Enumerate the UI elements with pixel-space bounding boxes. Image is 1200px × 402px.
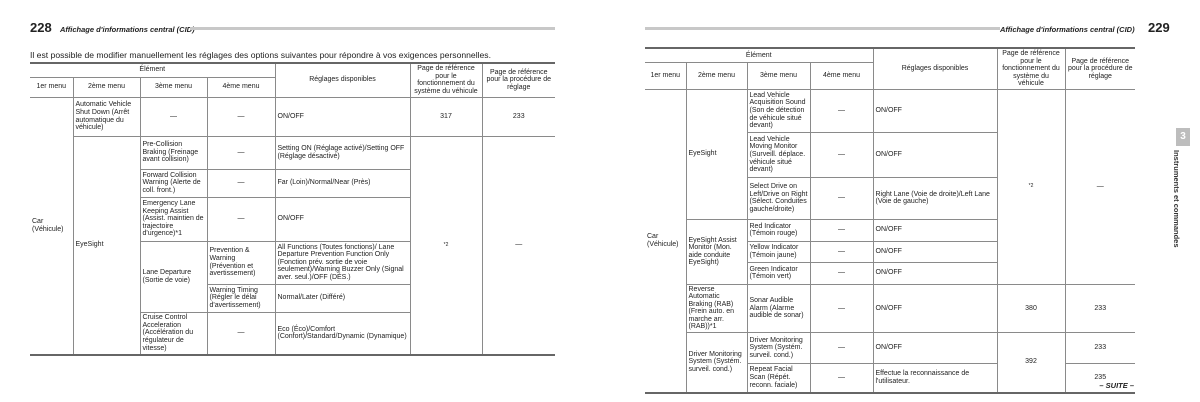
settings-cell: Effectue la reconnaissance de l'utilisat… bbox=[872, 363, 998, 394]
menu4-cell: Warning Timing (Régler le délai d'averti… bbox=[206, 283, 276, 313]
settings-cell: ON/OFF bbox=[872, 131, 998, 178]
header-settings: Réglages disponibles bbox=[872, 47, 998, 90]
header-rule bbox=[645, 27, 1000, 30]
header-menu4: 4ème menu bbox=[206, 76, 276, 98]
menu4-cell: Prevention & Warning (Prévention et aver… bbox=[206, 240, 276, 285]
settings-cell: Setting ON (Réglage activé)/Setting OFF … bbox=[274, 135, 411, 170]
menu3-cell: Forward Collision Warning (Alerte de col… bbox=[139, 168, 208, 198]
settings-cell: ON/OFF bbox=[274, 196, 411, 242]
menu4-cell: — bbox=[809, 218, 874, 242]
menu3-cell: Lane Departure (Sortie de voie) bbox=[139, 240, 208, 313]
menu2-cell: Automatic Vehicle Shut Down (Arrêt autom… bbox=[72, 96, 141, 137]
settings-cell: ON/OFF bbox=[872, 332, 998, 365]
menu3-cell: Lead Vehicle Moving Monitor (Surveill. d… bbox=[746, 131, 811, 178]
header-menu1: 1er menu bbox=[645, 62, 687, 90]
header-element: Élément bbox=[645, 47, 874, 64]
ref-system-cell: 380 bbox=[996, 283, 1066, 334]
ref-system-cell: 392 bbox=[996, 332, 1066, 394]
header-menu3: 3ème menu bbox=[746, 62, 811, 90]
menu3-cell: Driver Monitoring System (Systém. survei… bbox=[746, 332, 811, 365]
settings-table-right: Élément Réglages disponibles Page de réf… bbox=[645, 47, 1135, 394]
running-title: Affichage d'informations central (CID) bbox=[1000, 25, 1135, 34]
settings-cell: Far (Loin)/Normal/Near (Près) bbox=[274, 168, 411, 198]
menu2-cell: EyeSight bbox=[72, 135, 141, 356]
header-ref-procedure: Page de référence pour la procédure de r… bbox=[1064, 47, 1135, 90]
menu3-cell: — bbox=[139, 96, 208, 137]
settings-cell: All Functions (Toutes fonctions)/ Lane D… bbox=[274, 240, 411, 285]
ref-system-cell: 317 bbox=[409, 96, 483, 137]
menu3-cell: Yellow Indicator (Témoin jaune) bbox=[746, 240, 811, 263]
settings-cell: Right Lane (Voie de droite)/Left Lane (V… bbox=[872, 176, 998, 220]
header-element: Élément bbox=[30, 62, 276, 78]
menu2-cell: Reverse Automatic Braking (RAB) (Frein a… bbox=[685, 283, 748, 334]
menu3-cell: Emergency Lane Keeping Assist (Assist. m… bbox=[139, 196, 208, 242]
menu3-cell: Lead Vehicle Acquisition Sound (Son de d… bbox=[746, 88, 811, 133]
menu3-cell: Red Indicator (Témoin rouge) bbox=[746, 218, 811, 242]
header-menu2: 2ème menu bbox=[72, 76, 141, 98]
header-menu4: 4ème menu bbox=[809, 62, 874, 90]
settings-cell: ON/OFF bbox=[872, 218, 998, 242]
settings-cell: ON/OFF bbox=[872, 240, 998, 263]
menu4-cell: — bbox=[809, 131, 874, 178]
ref-procedure-cell: — bbox=[1064, 88, 1135, 285]
menu4-cell: — bbox=[809, 332, 874, 365]
menu4-cell: — bbox=[809, 176, 874, 220]
menu3-cell: Pre-Collision Braking (Freinage avant co… bbox=[139, 135, 208, 170]
menu4-cell: — bbox=[206, 168, 276, 198]
header-ref-system: Page de référence pour le fonctionnement… bbox=[409, 62, 483, 98]
ref-system-cell: *2 bbox=[409, 135, 483, 356]
continued-label: – SUITE – bbox=[1099, 381, 1134, 390]
ref-procedure-cell: 233 bbox=[1064, 332, 1135, 365]
menu1-cell: Car (Véhicule) bbox=[645, 88, 687, 394]
menu4-cell: — bbox=[206, 96, 276, 137]
page-number: 228 bbox=[30, 20, 52, 35]
menu4-cell: — bbox=[809, 363, 874, 394]
intro-text: Il est possible de modifier manuellement… bbox=[30, 50, 491, 60]
menu1-cell: Car (Véhicule) bbox=[30, 96, 74, 356]
menu3-cell: Repeat Facial Scan (Répét. reconn. facia… bbox=[746, 363, 811, 394]
menu2-cell: EyeSight bbox=[685, 88, 748, 220]
ref-procedure-cell: 233 bbox=[1064, 283, 1135, 334]
menu4-cell: — bbox=[809, 88, 874, 133]
running-title: Affichage d'informations central (CID) bbox=[60, 25, 195, 34]
menu4-cell: — bbox=[206, 311, 276, 356]
header-rule bbox=[190, 27, 555, 30]
header-settings: Réglages disponibles bbox=[274, 62, 411, 98]
header-menu2: 2ème menu bbox=[685, 62, 748, 90]
menu4-cell: — bbox=[206, 196, 276, 242]
header-ref-system: Page de référence pour le fonctionnement… bbox=[996, 47, 1066, 90]
page-number: 229 bbox=[1148, 20, 1170, 35]
menu3-cell: Select Drive on Left/Drive on Right (Sél… bbox=[746, 176, 811, 220]
ref-system-cell: *2 bbox=[996, 88, 1066, 285]
menu4-cell: — bbox=[206, 135, 276, 170]
header-menu1: 1er menu bbox=[30, 76, 74, 98]
menu2-cell: EyeSight Assist Monitor (Mon. aide condu… bbox=[685, 218, 748, 285]
settings-cell: ON/OFF bbox=[872, 283, 998, 334]
menu4-cell: — bbox=[809, 240, 874, 263]
menu4-cell: — bbox=[809, 283, 874, 334]
settings-cell: ON/OFF bbox=[872, 261, 998, 285]
ref-procedure-cell: 235 bbox=[1064, 363, 1135, 394]
settings-table-left: Élément Réglages disponibles Page de réf… bbox=[30, 62, 555, 356]
menu3-cell: Cruise Control Acceleration (Accélératio… bbox=[139, 311, 208, 356]
settings-cell: ON/OFF bbox=[274, 96, 411, 137]
settings-cell: Eco (Éco)/Comfort (Confort)/Standard/Dyn… bbox=[274, 311, 411, 356]
settings-cell: ON/OFF bbox=[872, 88, 998, 133]
menu3-cell: Sonar Audible Alarm (Alarme audible de s… bbox=[746, 283, 811, 334]
menu4-cell: — bbox=[809, 261, 874, 285]
menu2-cell: Driver Monitoring System (Systém. survei… bbox=[685, 332, 748, 394]
chapter-title: Instruments et commandes bbox=[1172, 150, 1181, 248]
chapter-tab: 3 bbox=[1176, 128, 1190, 146]
header-ref-procedure: Page de référence pour la procédure de r… bbox=[481, 62, 555, 98]
settings-cell: Normal/Later (Différé) bbox=[274, 283, 411, 313]
ref-procedure-cell: — bbox=[481, 135, 555, 356]
header-menu3: 3ème menu bbox=[139, 76, 208, 98]
ref-procedure-cell: 233 bbox=[481, 96, 555, 137]
menu3-cell: Green Indicator (Témoin vert) bbox=[746, 261, 811, 285]
